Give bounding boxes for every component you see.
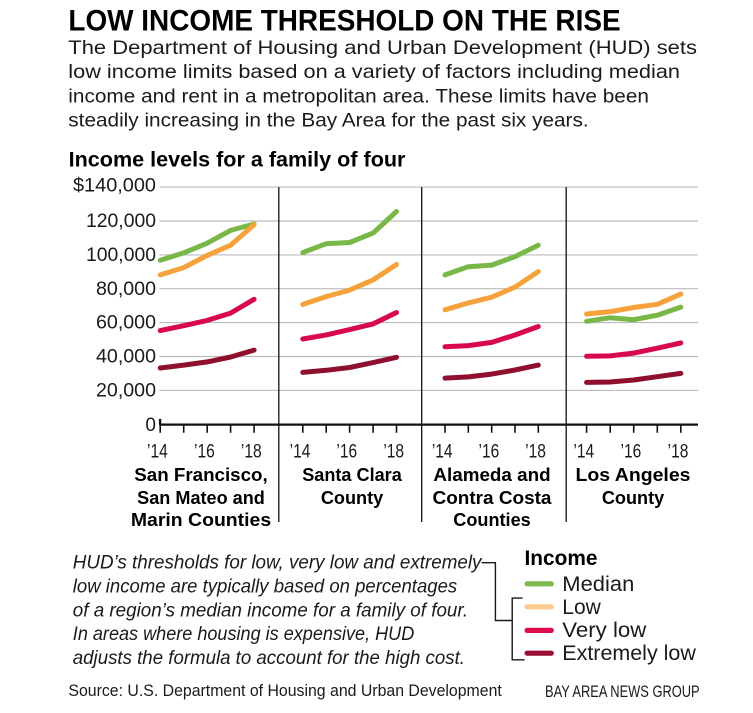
svg-text:’16: ’16 xyxy=(621,440,642,462)
svg-text:20,000: 20,000 xyxy=(96,381,156,402)
svg-text:In areas where housing is expe: In areas where housing is expensive, HUD xyxy=(73,623,414,645)
svg-text:County: County xyxy=(602,488,664,508)
svg-text:’16: ’16 xyxy=(336,440,357,462)
svg-text:Source: U.S. Department of Hou: Source: U.S. Department of Housing and U… xyxy=(68,682,502,700)
svg-text:’14: ’14 xyxy=(147,440,168,462)
svg-text:income and rent in a metropoli: income and rent in a metropolitan area. … xyxy=(68,86,649,107)
svg-text:LOW INCOME THRESHOLD ON THE RI: LOW INCOME THRESHOLD ON THE RISE xyxy=(68,5,620,38)
svg-text:Los Angeles: Los Angeles xyxy=(576,465,691,485)
svg-text:’18: ’18 xyxy=(241,440,262,462)
svg-text:’18: ’18 xyxy=(383,440,404,462)
svg-text:’18: ’18 xyxy=(668,440,689,462)
svg-text:120,000: 120,000 xyxy=(86,211,156,232)
svg-text:low income are typically based: low income are typically based on percen… xyxy=(73,575,457,596)
svg-text:0: 0 xyxy=(145,415,156,436)
svg-text:of a region’s median income fo: of a region’s median income for a family… xyxy=(73,600,468,621)
svg-text:100,000: 100,000 xyxy=(86,245,156,266)
svg-text:County: County xyxy=(321,488,383,508)
svg-text:BAY AREA NEWS GROUP: BAY AREA NEWS GROUP xyxy=(545,683,700,701)
svg-text:Marin Counties: Marin Counties xyxy=(131,510,271,530)
svg-text:80,000: 80,000 xyxy=(96,279,156,300)
svg-text:Income: Income xyxy=(525,547,598,570)
svg-text:’14: ’14 xyxy=(290,440,311,462)
svg-text:adjusts the formula to account: adjusts the formula to account for the h… xyxy=(73,647,465,668)
svg-text:San Mateo and: San Mateo and xyxy=(137,488,265,508)
svg-text:San Francisco,: San Francisco, xyxy=(134,464,267,485)
svg-text:Low: Low xyxy=(562,596,601,619)
svg-text:low income limits based on a v: low income limits based on a variety of … xyxy=(68,62,680,82)
svg-text:Median: Median xyxy=(562,572,634,595)
svg-text:’14: ’14 xyxy=(432,440,453,462)
svg-text:’18: ’18 xyxy=(525,440,546,462)
svg-text:60,000: 60,000 xyxy=(96,313,156,334)
svg-text:Extremely low: Extremely low xyxy=(562,642,696,665)
svg-text:HUD’s thresholds for low, very: HUD’s thresholds for low, very low and e… xyxy=(73,553,483,574)
svg-text:Counties: Counties xyxy=(453,510,530,530)
svg-text:Contra Costa: Contra Costa xyxy=(433,487,553,508)
svg-text:$140,000: $140,000 xyxy=(73,175,156,196)
svg-text:’16: ’16 xyxy=(194,440,215,462)
svg-text:Income levels for a family of: Income levels for a family of four xyxy=(69,148,406,172)
svg-text:steadily increasing in the Bay: steadily increasing in the Bay Area for … xyxy=(68,110,588,131)
svg-text:’16: ’16 xyxy=(479,440,500,462)
svg-text:Alameda and: Alameda and xyxy=(433,464,550,485)
svg-text:Santa Clara: Santa Clara xyxy=(302,465,402,485)
svg-text:Very low: Very low xyxy=(562,618,646,642)
svg-text:40,000: 40,000 xyxy=(96,347,156,368)
svg-text:The Department of Housing and: The Department of Housing and Urban Deve… xyxy=(68,37,697,58)
svg-text:’14: ’14 xyxy=(573,440,594,462)
